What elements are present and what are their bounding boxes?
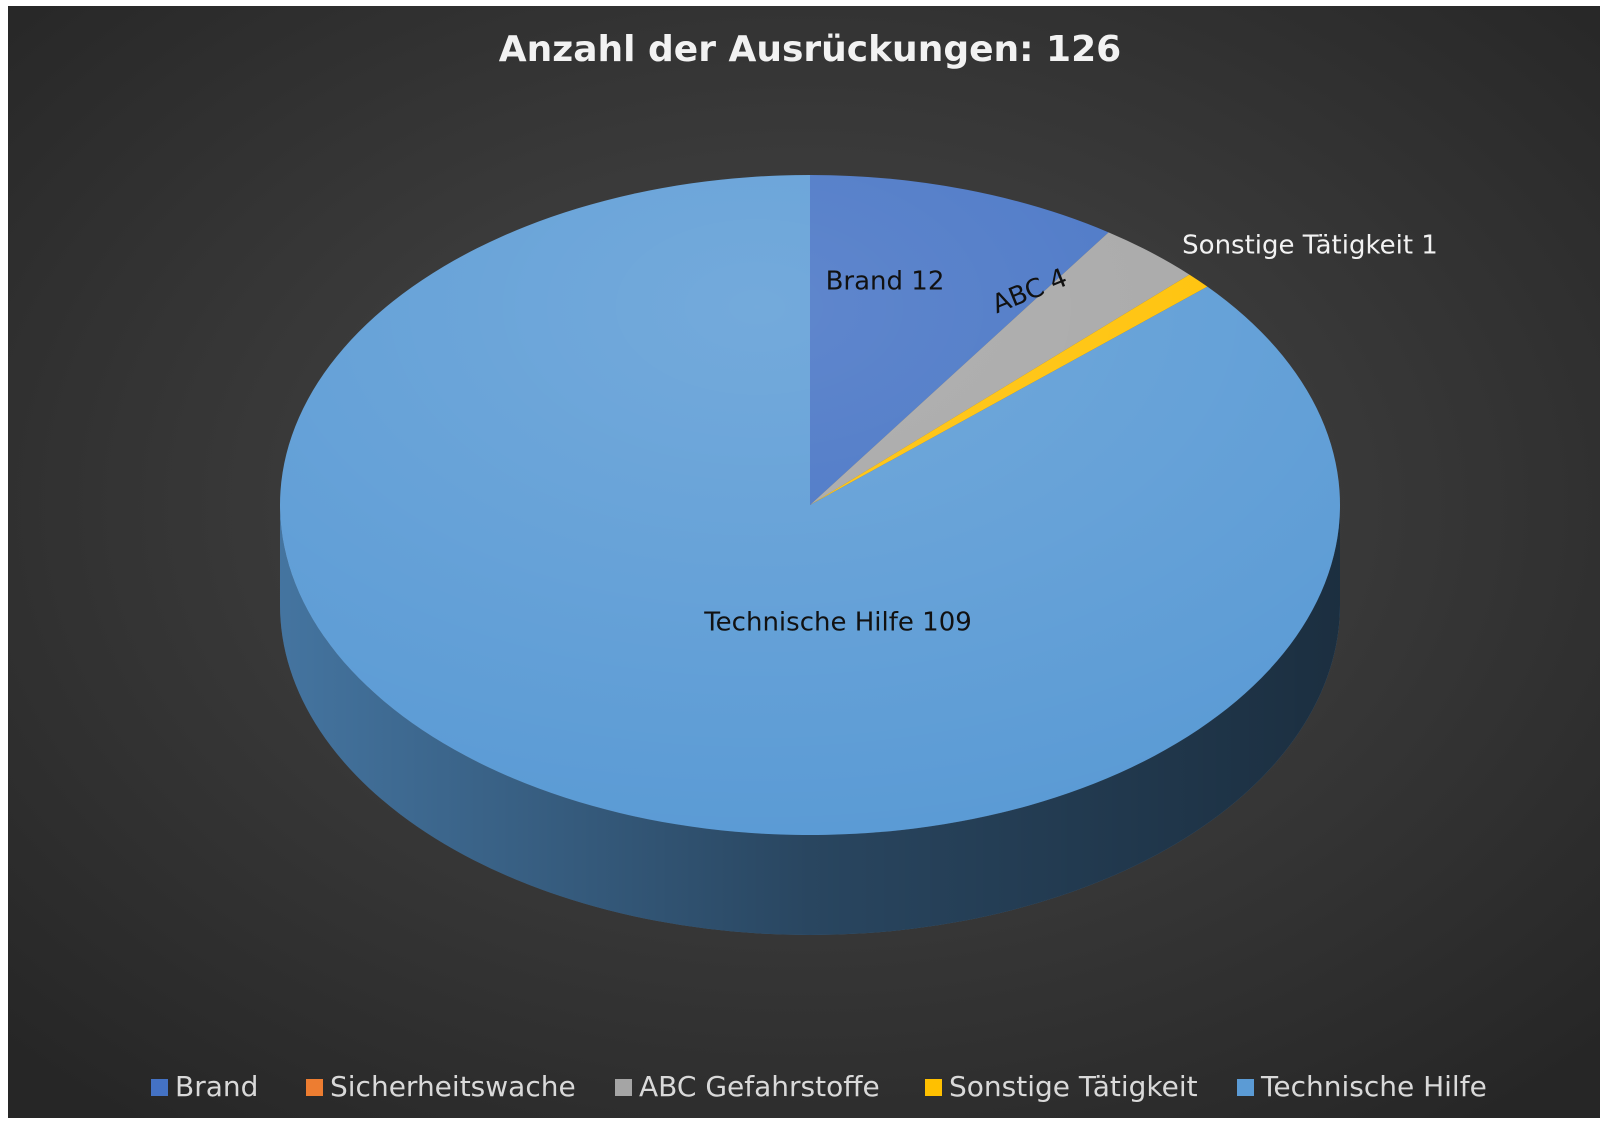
legend: Brand Sicherheitswache ABC Gefahrstoffe Son… [151,1070,1487,1103]
pie-tops [279,175,1341,835]
data-label: Sonstige Tätigkeit 1 [1182,231,1438,261]
legend-label: Sonstige Tätigkeit [949,1070,1198,1103]
chart-title: Anzahl der Ausrückungen: 126 [499,29,1121,70]
legend-label: Technische Hilfe [1260,1070,1487,1103]
legend-swatch [925,1079,942,1096]
data-label: Technische Hilfe 109 [703,608,972,638]
data-label: Brand 12 [826,267,945,297]
legend-swatch [615,1079,632,1096]
legend-swatch [1237,1079,1254,1096]
legend-label: Sicherheitswache [330,1070,576,1103]
legend-label: Brand [175,1070,258,1103]
legend-swatch [306,1079,323,1096]
legend-swatch [151,1079,168,1096]
legend-label: ABC Gefahrstoffe [639,1070,880,1103]
